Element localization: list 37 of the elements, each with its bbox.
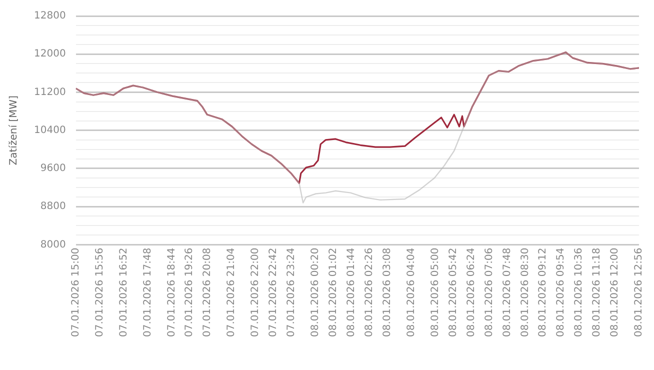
x-tick-label: 08.01.2026 00:20	[310, 248, 322, 338]
y-tick-label: 9600	[40, 163, 66, 174]
x-tick-label: 07.01.2026 15:00	[70, 248, 82, 338]
y-tick-label: 8000	[40, 239, 66, 250]
x-tick-label: 08.01.2026 01:44	[346, 248, 358, 338]
x-tick-label: 08.01.2026 11:18	[592, 248, 603, 338]
x-tick-label: 08.01.2026 12:00	[610, 248, 621, 338]
x-tick-label: 08.01.2026 02:26	[364, 248, 375, 338]
x-tick-label: 08.01.2026 06:24	[466, 248, 477, 338]
x-tick-label: 07.01.2026 16:52	[118, 248, 130, 338]
x-tick-label: 08.01.2026 09:54	[556, 248, 567, 338]
x-tick-label: 07.01.2026 22:00	[250, 248, 262, 338]
y-tick-label: 11200	[34, 86, 66, 98]
y-tick-label: 12800	[34, 10, 66, 22]
x-tick-label: 08.01.2026 09:12	[538, 248, 549, 338]
x-tick-label: 08.01.2026 10:36	[574, 248, 585, 338]
x-tick-label: 07.01.2026 17:48	[142, 248, 154, 338]
y-axis-title: Zatížení [MW]	[8, 95, 20, 166]
x-tick-label: 07.01.2026 20:08	[202, 248, 214, 338]
x-tick-label: 08.01.2026 01:02	[328, 248, 340, 338]
x-tick-label: 07.01.2026 15:56	[94, 248, 106, 338]
x-tick-label: 08.01.2026 07:06	[484, 248, 495, 338]
x-tick-label: 08.01.2026 12:56	[634, 248, 645, 338]
y-tick-label: 12000	[34, 48, 66, 60]
x-tick-label: 08.01.2026 05:42	[448, 248, 459, 338]
x-tick-label: 07.01.2026 19:26	[184, 248, 196, 338]
y-tick-label: 8800	[40, 201, 66, 212]
x-tick-label: 07.01.2026 22:42	[268, 248, 280, 338]
x-tick-label: 07.01.2026 23:24	[286, 248, 298, 338]
x-tick-label: 08.01.2026 08:30	[520, 248, 531, 338]
x-tick-label: 08.01.2026 03:08	[382, 248, 393, 338]
x-tick-label: 08.01.2026 05:00	[430, 248, 441, 338]
x-tick-label: 08.01.2026 04:04	[406, 248, 417, 338]
x-tick-label: 07.01.2026 18:44	[166, 248, 178, 338]
x-tick-label: 07.01.2026 21:04	[226, 248, 238, 338]
x-tick-label: 08.01.2026 07:48	[502, 248, 513, 338]
y-tick-label: 10400	[34, 124, 66, 136]
